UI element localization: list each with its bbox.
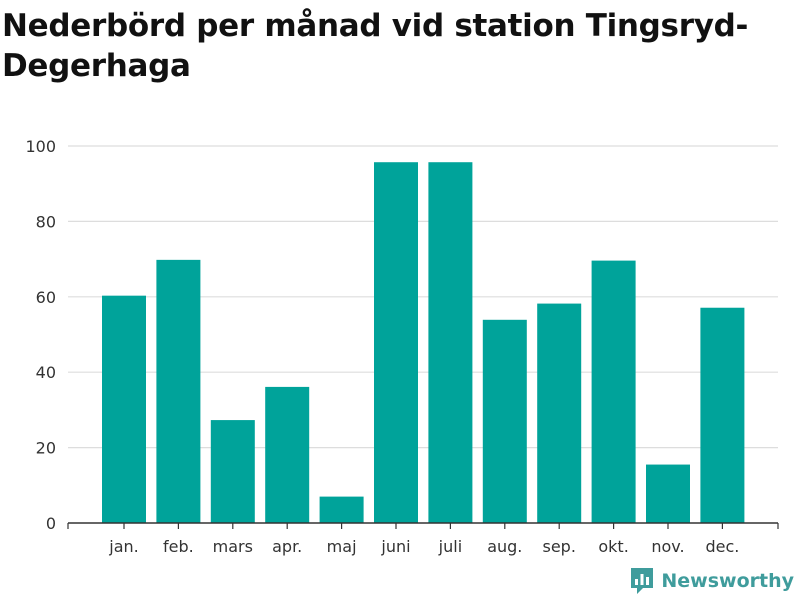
- bar-sep: [537, 303, 582, 523]
- brand-name: Newsworthy: [661, 570, 794, 592]
- x-tick-label: sep.: [542, 537, 575, 556]
- y-axis-ticks: 0 20 40 60 80 100: [25, 137, 56, 533]
- y-tick-label: 100: [25, 137, 56, 156]
- y-tick-label: 60: [36, 288, 56, 307]
- x-tick-label: nov.: [651, 537, 684, 556]
- bar-okt: [591, 260, 636, 523]
- x-tick-label: maj: [327, 537, 357, 556]
- bar-juni: [374, 162, 418, 523]
- y-tick-label: 80: [36, 212, 56, 231]
- chart-title: Nederbörd per månad vid station Tingsryd…: [2, 8, 749, 84]
- bars: [102, 162, 745, 523]
- bar-nov: [646, 464, 690, 523]
- bar-aug: [482, 319, 527, 523]
- bar-mars: [210, 420, 255, 523]
- y-tick-label: 20: [36, 439, 56, 458]
- x-tick-label: juni: [380, 537, 410, 556]
- x-axis: jan. feb. mars apr. maj juni juli aug. sep. okt. n…: [67, 522, 779, 556]
- bar-dec: [700, 307, 745, 523]
- x-tick-label: apr.: [272, 537, 302, 556]
- bar-jan: [102, 295, 146, 523]
- x-tick-label: aug.: [487, 537, 522, 556]
- x-tick-label: dec.: [705, 537, 739, 556]
- bar-maj: [319, 496, 364, 523]
- x-tick-label: juli: [438, 537, 462, 556]
- x-tick-label: okt.: [598, 537, 628, 556]
- x-tick-label: jan.: [108, 537, 138, 556]
- y-tick-label: 0: [46, 514, 56, 533]
- x-tick-label: feb.: [163, 537, 194, 556]
- y-tick-label: 40: [36, 363, 56, 382]
- bar-apr: [265, 386, 310, 523]
- bar-feb: [156, 259, 201, 523]
- bar-juli: [428, 162, 473, 523]
- newsworthy-brand: Newsworthy: [629, 566, 794, 596]
- x-tick-label: mars: [213, 537, 253, 556]
- newsworthy-logo-icon: [631, 568, 654, 594]
